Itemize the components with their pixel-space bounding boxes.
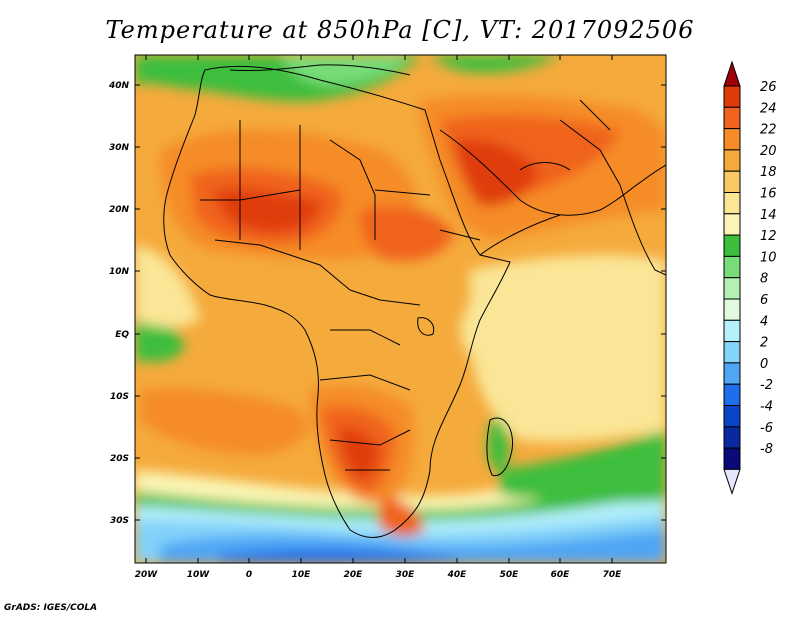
arabia-south-coast [479, 214, 561, 256]
colorbar-swatch [723, 277, 741, 300]
colorbar-label: 26 [760, 80, 777, 95]
longitude-axis: 20W 10W 0 10E 20E 30E 40E 50E 60E 70E [135, 55, 622, 580]
colorbar-label: 16 [760, 187, 777, 202]
east-ocean-pale [470, 254, 666, 442]
lat-tick-label: 20S [110, 454, 129, 464]
colorbar-swatch [723, 170, 741, 193]
chart-title: Temperature at 850hPa [C], VT: 201709250… [105, 16, 695, 44]
madagascar-green [487, 419, 510, 471]
colorbar-label: 18 [760, 165, 777, 180]
lat-tick-label: 30S [110, 516, 129, 526]
colorbar-label: 10 [760, 250, 777, 265]
north-east-green [430, 55, 560, 73]
southern-africa-core [338, 427, 380, 481]
colorbar-swatch [723, 383, 741, 407]
madagascar [486, 417, 514, 477]
lon-tick-label: 30E [396, 570, 416, 580]
coastlines-borders [163, 64, 666, 538]
colorbar-swatch [723, 341, 741, 364]
border-12 [439, 229, 481, 241]
colorbar-swatch [723, 319, 741, 343]
lat-tick-label: 20N [109, 205, 130, 215]
lon-tick-label: 10W [187, 570, 211, 580]
colorbar-swatch [723, 128, 741, 151]
arabia-coastline [439, 129, 666, 216]
colorbar-label: 2 [760, 336, 768, 351]
border-3 [329, 139, 376, 240]
atlantic-pale-band [135, 245, 200, 328]
persian-gulf [519, 162, 571, 171]
central-africa-warm [359, 206, 455, 261]
colorbar-swatch [723, 298, 741, 321]
mediterranean-north [229, 64, 411, 76]
colorbar-swatch [723, 106, 741, 130]
colorbar-swatch [723, 447, 741, 470]
lon-tick-label: 20W [135, 570, 159, 580]
colorbar-arrow-bottom [723, 468, 741, 495]
lon-tick-label: 60E [551, 570, 571, 580]
colorbar-label: 12 [760, 229, 777, 244]
lon-tick-label: 50E [500, 570, 520, 580]
colorbar-swatch [723, 85, 741, 108]
lat-tick-label: 40N [108, 81, 130, 91]
lon-tick-label: 20E [344, 570, 364, 580]
colorbar-label: -2 [760, 378, 773, 393]
border-14 [579, 99, 611, 131]
border-10 [329, 429, 411, 446]
colorbar-label: 14 [760, 208, 777, 223]
colorbar-label: 8 [760, 272, 768, 287]
lat-tick-label: EQ [115, 330, 129, 340]
border-6 [214, 239, 351, 291]
lon-tick-label: 40E [447, 570, 468, 580]
colorbar-swatch [723, 255, 741, 279]
border-4 [374, 189, 431, 196]
map-frame [134, 54, 667, 564]
lat-tick-label: 10S [110, 392, 129, 402]
lon-tick-label: 0 [246, 570, 252, 580]
lake-victoria [417, 317, 435, 336]
colorbar-label: 24 [760, 101, 777, 116]
colorbar-swatch [723, 213, 741, 236]
colorbar-label: 20 [760, 144, 777, 159]
colorbar-swatch [723, 192, 741, 215]
colorbar-label: 4 [760, 314, 768, 329]
colorbar-arrow-top [723, 60, 741, 87]
latitude-axis: 40N 30N 20N 10N EQ 10S 20S 30S [108, 81, 666, 526]
colorbar-label: -6 [760, 421, 773, 436]
lat-tick-label: 10N [109, 267, 130, 277]
south-cool-band-6 [220, 549, 460, 563]
southern-africa-tip [378, 499, 425, 537]
south-atlantic-warm [140, 388, 308, 455]
colorbar-swatch [723, 234, 741, 257]
temperature-field [135, 55, 666, 563]
arabia-core [455, 139, 540, 206]
indian-ocean-green [500, 430, 666, 503]
colorbar-label: 6 [760, 293, 768, 308]
border-5 [200, 189, 301, 201]
colorbar-swatch [723, 362, 741, 385]
colorbar-label: -4 [760, 400, 773, 415]
credit-text: GrADS: IGES/COLA [4, 603, 98, 613]
lat-tick-label: 30N [109, 143, 130, 153]
africa-coastline [163, 65, 511, 538]
colorbar-label: -8 [760, 442, 773, 457]
colorbar-swatch [723, 149, 741, 172]
border-9 [319, 374, 411, 391]
border-13 [559, 119, 621, 186]
colorbar-label: 22 [760, 123, 777, 138]
lon-tick-label: 10E [292, 570, 312, 580]
border-8 [330, 329, 401, 346]
lon-tick-label: 70E [603, 570, 623, 580]
colorbar-swatch [723, 405, 741, 428]
border-7 [349, 289, 421, 306]
colorbar-swatch [723, 426, 741, 449]
colorbar-label: 0 [760, 357, 768, 372]
atlantic-west-green [135, 318, 185, 362]
india-coast [619, 184, 666, 276]
